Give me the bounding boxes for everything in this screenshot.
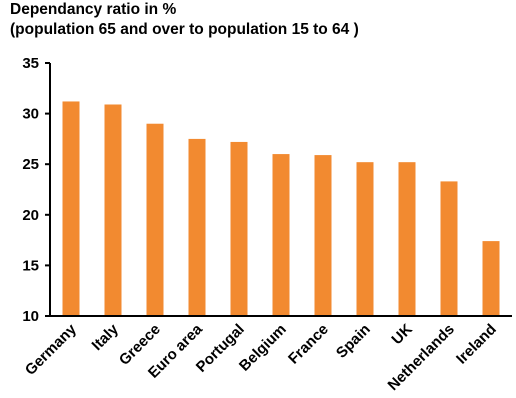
- bar-belgium: [272, 154, 290, 316]
- bar-italy: [104, 104, 122, 317]
- y-tick-label-35: 35: [22, 55, 39, 72]
- y-tick-label-25: 25: [22, 156, 39, 173]
- bars-group: [62, 101, 500, 317]
- bar-uk: [398, 162, 416, 316]
- x-tick-label-italy: Italy: [89, 320, 123, 354]
- y-tick-label-10: 10: [22, 308, 39, 325]
- bar-euro-area: [188, 138, 206, 316]
- x-tick-label-belgium: Belgium: [236, 321, 290, 375]
- chart-title-line-1: Dependancy ratio in %: [10, 1, 177, 18]
- bar-greece: [146, 123, 164, 316]
- x-tick-label-uk: UK: [388, 321, 415, 348]
- y-tick-label-30: 30: [22, 106, 39, 123]
- x-tick-label-ireland: Ireland: [453, 321, 500, 368]
- bar-ireland: [482, 241, 500, 316]
- y-tick-label-15: 15: [22, 257, 39, 274]
- bar-germany: [62, 101, 80, 317]
- x-tick-label-spain: Spain: [333, 321, 374, 362]
- y-tick-labels: 10 15 20 25 30 35: [22, 55, 39, 325]
- chart-title: Dependancy ratio in % (population 65 and…: [10, 0, 359, 40]
- axes-group: [45, 62, 512, 317]
- y-tick-label-20: 20: [22, 207, 39, 224]
- bar-netherlands: [440, 181, 458, 316]
- bar-portugal: [230, 141, 248, 316]
- x-tick-label-germany: Germany: [22, 320, 80, 378]
- x-tick-label-france: France: [285, 321, 332, 368]
- bar-spain: [356, 162, 374, 316]
- chart-title-line-2: (population 65 and over to population 15…: [10, 21, 359, 38]
- bar-france: [314, 155, 332, 316]
